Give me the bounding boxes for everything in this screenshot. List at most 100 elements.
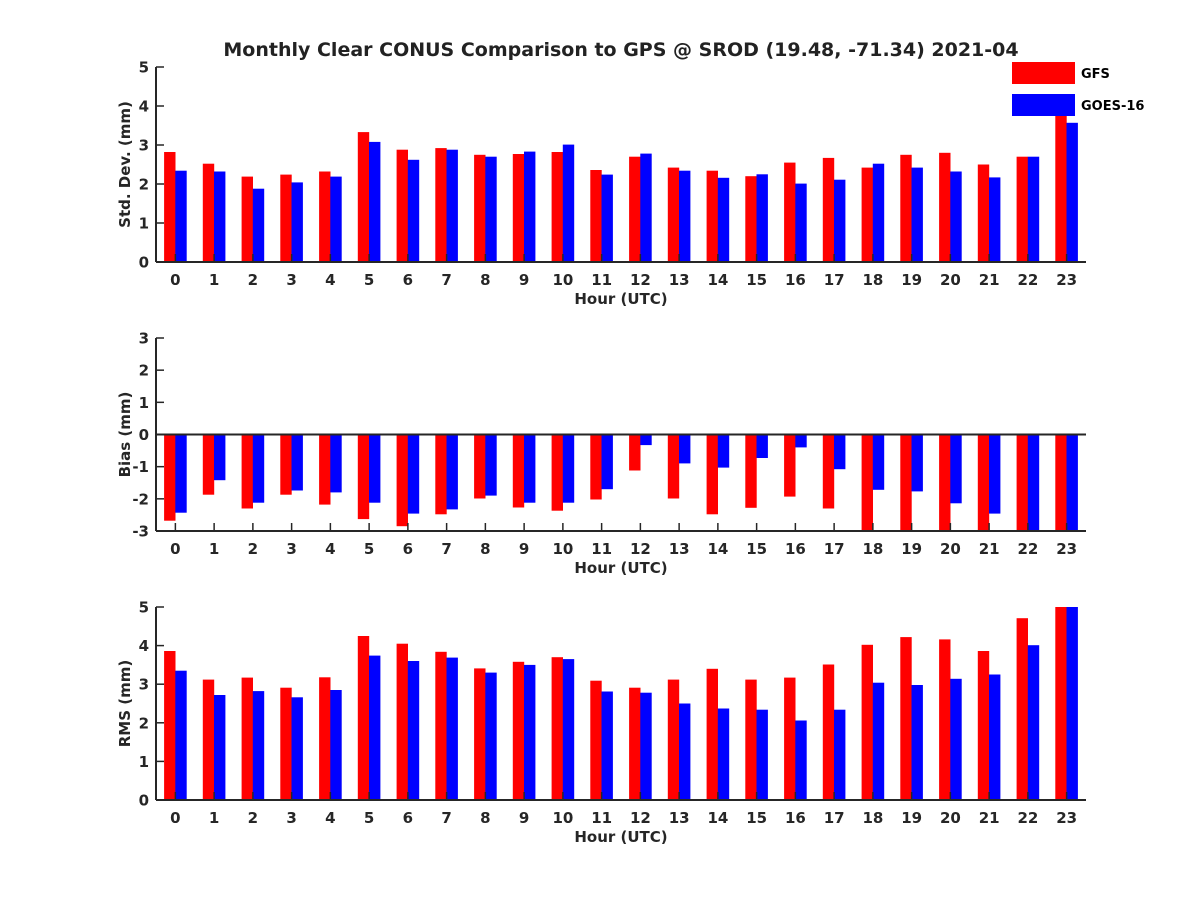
x-tick-label: 23 [1056, 809, 1077, 827]
bar-gfs-hour-11 [590, 170, 602, 262]
bar-goes-16-hour-13 [679, 170, 691, 262]
x-tick-label: 6 [403, 271, 413, 289]
x-tick-label: 14 [707, 540, 728, 558]
bar-gfs-hour-3 [280, 434, 292, 495]
x-tick-label: 1 [209, 540, 219, 558]
y-tick-label: 2 [139, 176, 149, 194]
y-tick-label: 3 [139, 330, 149, 348]
bar-goes-16-hour-22 [1027, 645, 1040, 800]
x-tick-label: 16 [785, 809, 806, 827]
bar-gfs-hour-9 [512, 434, 525, 508]
bar-goes-16-hour-11 [601, 434, 613, 490]
x-tick-label: 13 [669, 271, 690, 289]
bar-gfs-hour-9 [512, 154, 525, 262]
bar-goes-16-hour-2 [252, 691, 265, 800]
bar-gfs-hour-3 [280, 174, 292, 262]
bar-goes-16-hour-15 [756, 709, 768, 800]
y-tick-label: -2 [132, 490, 149, 508]
x-tick-label: 17 [824, 540, 845, 558]
bar-gfs-hour-19 [900, 434, 912, 531]
bar-gfs-hour-6 [396, 643, 408, 800]
bar-gfs-hour-5 [357, 636, 370, 800]
chart-title: Monthly Clear CONUS Comparison to GPS @ … [223, 39, 1018, 61]
x-tick-label: 11 [591, 271, 612, 289]
bar-goes-16-hour-8 [485, 434, 497, 496]
bar-goes-16-hour-19 [911, 434, 923, 492]
x-axis-label: Hour (UTC) [574, 828, 667, 846]
x-tick-label: 12 [630, 809, 651, 827]
bar-gfs-hour-6 [396, 434, 408, 527]
x-tick-label: 6 [403, 540, 413, 558]
bar-gfs-hour-20 [939, 434, 951, 531]
bar-gfs-hour-5 [357, 434, 370, 520]
bar-gfs-hour-8 [474, 434, 486, 499]
bar-goes-16-hour-9 [524, 664, 536, 800]
bar-gfs-hour-22 [1016, 156, 1028, 262]
x-tick-label: 3 [286, 271, 296, 289]
x-tick-label: 18 [862, 271, 883, 289]
bar-goes-16-hour-0 [175, 170, 187, 262]
bar-gfs-hour-11 [590, 434, 602, 500]
bar-gfs-hour-21 [977, 434, 990, 531]
bar-goes-16-hour-21 [989, 434, 1001, 514]
x-tick-label: 9 [519, 809, 529, 827]
bar-gfs-hour-23 [1055, 106, 1067, 262]
bar-gfs-hour-0 [164, 651, 176, 800]
bar-goes-16-hour-18 [872, 163, 885, 262]
y-tick-label: 1 [139, 394, 149, 412]
bar-gfs-hour-20 [939, 152, 951, 262]
x-tick-label: 15 [746, 271, 767, 289]
x-tick-label: 2 [248, 809, 258, 827]
bar-gfs-hour-2 [241, 677, 253, 800]
x-tick-label: 9 [519, 540, 529, 558]
x-tick-label: 5 [364, 271, 374, 289]
x-tick-label: 8 [480, 809, 490, 827]
x-tick-label: 1 [209, 809, 219, 827]
bar-goes-16-hour-18 [872, 434, 885, 490]
x-tick-label: 19 [901, 809, 922, 827]
x-tick-label: 9 [519, 271, 529, 289]
bar-goes-16-hour-16 [795, 183, 807, 262]
bar-goes-16-hour-14 [717, 177, 730, 262]
y-axis-label: RMS (mm) [116, 660, 134, 747]
y-tick-label: 5 [139, 599, 149, 617]
x-axis-label: Hour (UTC) [574, 559, 667, 577]
bar-goes-16-hour-14 [717, 434, 730, 468]
bar-goes-16-hour-22 [1027, 434, 1040, 531]
bar-goes-16-hour-13 [679, 703, 691, 800]
bar-gfs-hour-2 [241, 434, 253, 509]
y-tick-label: 1 [139, 753, 149, 771]
bar-gfs-hour-18 [861, 167, 873, 262]
x-tick-label: 1 [209, 271, 219, 289]
bar-goes-16-hour-5 [369, 655, 381, 800]
bar-goes-16-hour-3 [291, 434, 303, 491]
bar-goes-16-hour-9 [524, 434, 536, 503]
bar-goes-16-hour-6 [407, 661, 420, 800]
x-tick-label: 3 [286, 540, 296, 558]
x-axis-label: Hour (UTC) [574, 290, 667, 308]
bar-gfs-hour-7 [435, 148, 447, 262]
bar-gfs-hour-17 [822, 664, 835, 800]
x-tick-label: 21 [979, 271, 1000, 289]
bar-gfs-hour-16 [784, 162, 796, 262]
x-tick-label: 16 [785, 271, 806, 289]
y-tick-label: 0 [139, 426, 149, 444]
bar-gfs-hour-16 [784, 677, 796, 800]
bar-gfs-hour-15 [745, 434, 757, 508]
bar-gfs-hour-8 [474, 154, 486, 263]
bar-goes-16-hour-11 [601, 174, 613, 262]
bar-gfs-hour-22 [1016, 434, 1028, 531]
x-tick-label: 13 [669, 809, 690, 827]
x-tick-label: 23 [1056, 540, 1077, 558]
bar-gfs-hour-21 [977, 164, 990, 262]
x-tick-label: 21 [979, 540, 1000, 558]
bar-gfs-hour-7 [435, 651, 447, 800]
y-tick-label: 0 [139, 792, 149, 810]
y-tick-label: 0 [139, 254, 149, 272]
bar-goes-16-hour-0 [175, 670, 187, 800]
bar-goes-16-hour-4 [330, 434, 342, 493]
x-tick-label: 15 [746, 540, 767, 558]
bar-goes-16-hour-7 [446, 434, 458, 510]
